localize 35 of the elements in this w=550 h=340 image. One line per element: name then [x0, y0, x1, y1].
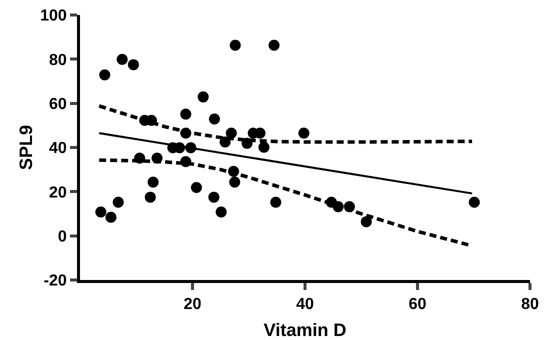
point	[268, 40, 280, 51]
point	[148, 176, 159, 188]
x-tick-label: 80	[521, 296, 539, 314]
x-tick-label: 40	[296, 296, 314, 314]
point	[116, 54, 128, 65]
y-tick-label: 0	[58, 228, 67, 246]
point	[468, 196, 480, 208]
point	[360, 216, 372, 228]
y-tick-label: 20	[49, 184, 67, 202]
y-axis-title: SPL9	[16, 124, 36, 170]
point	[190, 182, 202, 193]
y-tick-label: 60	[49, 96, 67, 113]
x-tick-label: 60	[408, 296, 426, 314]
point	[112, 196, 124, 208]
point	[144, 192, 156, 203]
point	[298, 128, 310, 139]
point	[258, 142, 270, 153]
y-tick-label: 80	[49, 52, 67, 69]
point	[180, 108, 192, 120]
y-tick-label: 40	[49, 140, 67, 158]
point	[229, 176, 240, 188]
point	[95, 206, 106, 218]
x-tick-label: 20	[184, 296, 202, 314]
point	[230, 40, 241, 51]
point	[216, 206, 227, 218]
point	[128, 59, 139, 70]
point	[208, 114, 220, 125]
point	[208, 192, 220, 203]
y-tick-label: -20	[44, 272, 67, 290]
point	[99, 69, 110, 80]
point	[270, 196, 282, 208]
point	[198, 91, 209, 102]
x-axis-title: Vitamin D	[264, 320, 346, 340]
point	[105, 212, 116, 223]
y-tick-label: 100	[40, 8, 67, 25]
